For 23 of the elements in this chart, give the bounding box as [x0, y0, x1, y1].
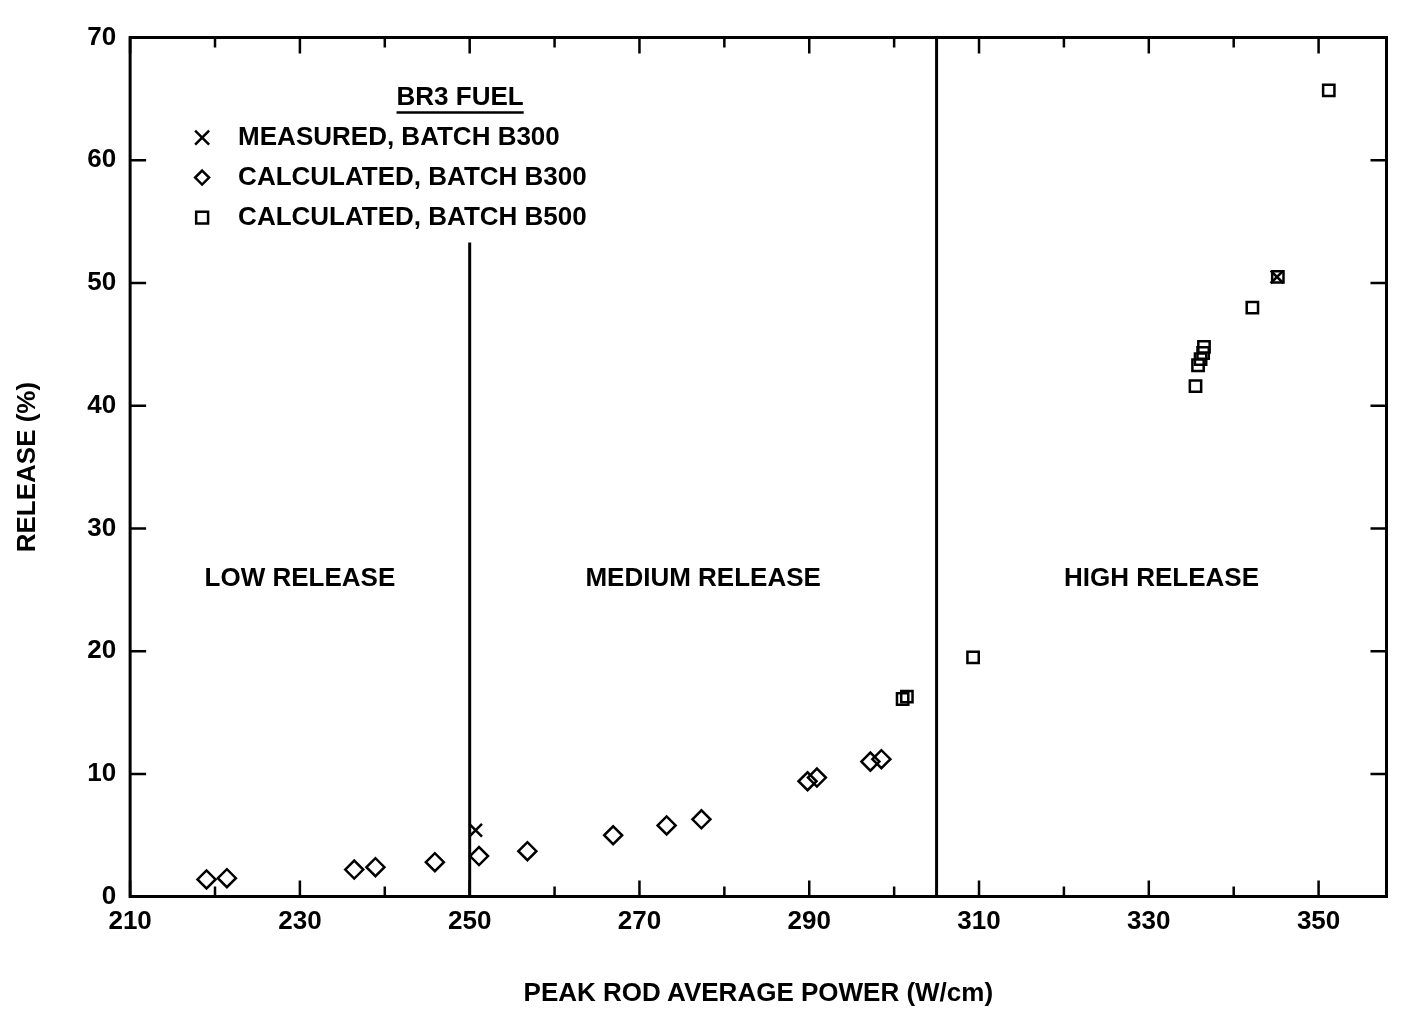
y-tick-label: 50 — [87, 266, 117, 297]
x-tick-label: 270 — [617, 905, 662, 936]
x-tick-label: 330 — [1127, 905, 1171, 936]
annotation: HIGH RELEASE — [1064, 561, 1260, 592]
annotation: MEDIUM RELEASE — [585, 561, 821, 592]
y-tick-label: 40 — [87, 388, 117, 419]
y-tick-label: 30 — [87, 511, 117, 542]
y-tick-label: 10 — [87, 757, 117, 788]
y-tick-label: 20 — [87, 634, 117, 665]
x-tick-label: 310 — [957, 905, 1001, 936]
legend-label: CALCULATED, BATCH B500 — [238, 200, 587, 231]
x-tick-label: 350 — [1296, 905, 1341, 936]
legend-label: MEASURED, BATCH B300 — [238, 120, 560, 151]
x-tick-label: 250 — [447, 905, 492, 936]
legend-label: CALCULATED, BATCH B300 — [238, 160, 587, 191]
annotation: LOW RELEASE — [204, 561, 396, 592]
y-tick-label: 60 — [87, 143, 117, 174]
y-tick-label: 70 — [87, 20, 117, 51]
x-tick-label: 290 — [787, 905, 831, 936]
y-axis-title: RELEASE (%) — [10, 381, 41, 553]
x-tick-label: 230 — [278, 905, 322, 936]
x-axis-title: PEAK ROD AVERAGE POWER (W/cm) — [523, 976, 994, 1007]
legend-title: BR3 FUEL — [396, 80, 524, 111]
